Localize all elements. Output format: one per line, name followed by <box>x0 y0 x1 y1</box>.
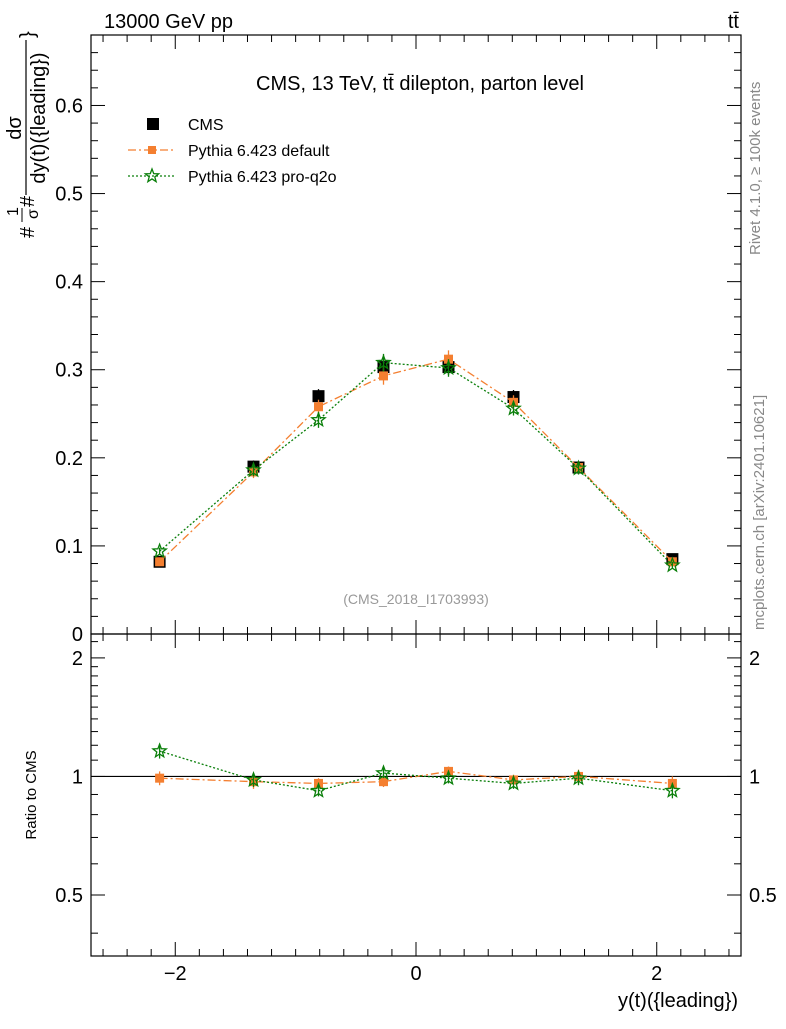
x-tick-label: −2 <box>164 963 187 985</box>
main-point-cms <box>312 390 325 403</box>
x-tick-label: 0 <box>410 963 421 985</box>
ratio-point-proq2o <box>375 764 392 781</box>
ratio-y-axis-label: Ratio to CMS <box>23 750 40 839</box>
plot-title: CMS, 13 TeV, tt̄ dilepton, parton level <box>256 73 584 95</box>
mcplots-source-label: mcplots.cern.ch [arXiv:2401.10621] <box>751 395 768 630</box>
ratio-line-default <box>159 770 673 785</box>
main-point-proq2o <box>375 353 392 370</box>
main-y-tick-label: 0.3 <box>55 360 83 382</box>
ratio-y-tick-label: 2 <box>72 648 83 670</box>
main-y-tick-label: 0 <box>72 624 83 646</box>
y-label-one: 1 <box>5 207 22 216</box>
y-label-lead: # <box>17 226 39 238</box>
ratio-y-tick-label: 1 <box>72 766 83 788</box>
ratio-axis-ticks: −2 0 2 0.5 0.5 1 1 2 2 <box>55 634 777 985</box>
ratio-point-proq2o <box>151 742 169 759</box>
main-axis-ticks: 0 0.1 0.2 0.3 0.4 0.5 0.6 <box>55 35 741 646</box>
main-y-tick-label: 0.2 <box>55 448 83 470</box>
y-label-tail: } <box>17 31 39 38</box>
header-process-label: tt̄ <box>728 11 740 33</box>
ratio-point-proq2o <box>505 774 522 791</box>
ratio-y-tick-label-right: 2 <box>749 648 760 670</box>
legend-marker-cms <box>147 118 159 130</box>
main-point-proq2o <box>570 459 587 476</box>
ratio-y-tick-label-right: 1 <box>749 766 760 788</box>
main-y-tick-label: 0.4 <box>55 272 83 294</box>
main-line-proq2o <box>159 362 673 566</box>
main-point-default <box>379 371 388 381</box>
y-label-denominator: dy(t)({leading}) <box>28 52 50 183</box>
main-point-default <box>155 557 165 567</box>
analysis-watermark: (CMS_2018_I1703993) <box>343 591 489 607</box>
legend-marker-proq2o <box>143 167 161 184</box>
ratio-plot-frame <box>90 633 742 957</box>
ratio-line-proq2o <box>159 750 673 792</box>
main-point-proq2o <box>245 461 262 478</box>
main-point-default <box>314 402 323 412</box>
main-point-proq2o <box>151 542 169 559</box>
ratio-point-proq2o <box>310 781 327 798</box>
y-label-mid: # <box>17 195 39 207</box>
legend: CMS Pythia 6.423 default Pythia 6.423 pr… <box>128 117 337 186</box>
x-tick-label: 2 <box>651 963 662 985</box>
x-axis-label: y(t)({leading}) <box>618 990 738 1012</box>
y-label-sigma: σ <box>25 209 42 219</box>
ratio-point-proq2o <box>440 769 457 786</box>
legend-label-cms: CMS <box>188 117 224 134</box>
y-label-numerator: dσ <box>4 116 26 140</box>
ratio-point-default <box>379 777 388 787</box>
legend-marker-default <box>148 146 156 154</box>
main-point-proq2o <box>310 411 327 428</box>
ratio-point-proq2o <box>245 771 262 788</box>
legend-label-default: Pythia 6.423 default <box>188 143 330 160</box>
ratio-point-default <box>155 773 165 783</box>
ratio-series-group <box>151 742 681 799</box>
main-line-default <box>159 358 673 563</box>
legend-label-proq2o: Pythia 6.423 pro-q2o <box>188 169 337 186</box>
main-y-tick-label: 0.5 <box>55 184 83 206</box>
rivet-version-label: Rivet 4.1.0, ≥ 100k events <box>747 82 764 255</box>
ratio-point-proq2o <box>663 781 681 798</box>
main-point-proq2o <box>663 556 681 573</box>
main-point-proq2o <box>505 399 522 416</box>
main-y-tick-label: 0.6 <box>55 95 83 117</box>
main-series-group <box>151 350 681 573</box>
main-y-axis-label: # 1 σ # dσ dy(t)({leading}) } <box>4 31 50 238</box>
main-y-tick-label: 0.1 <box>55 536 83 558</box>
ratio-y-tick-label: 0.5 <box>55 885 83 907</box>
header-energy-label: 13000 GeV pp <box>104 11 233 33</box>
ratio-point-proq2o <box>570 769 587 786</box>
ratio-y-tick-label-right: 0.5 <box>749 885 777 907</box>
main-point-proq2o <box>440 359 457 376</box>
